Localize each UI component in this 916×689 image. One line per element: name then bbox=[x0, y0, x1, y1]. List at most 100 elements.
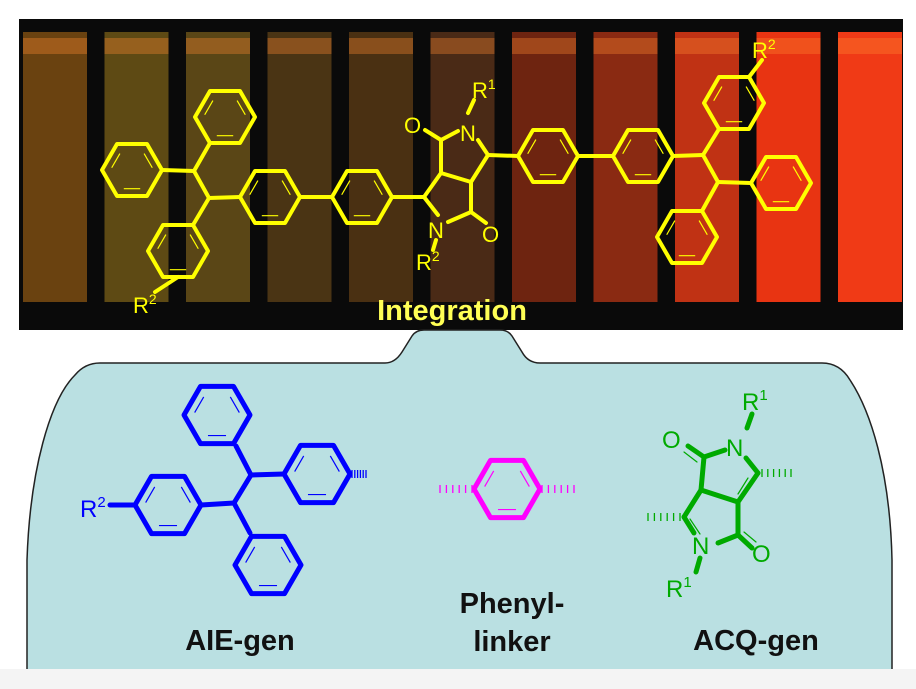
aie-gen-structure bbox=[107, 383, 367, 597]
aromatic-inner-bond bbox=[519, 470, 530, 487]
vial-meniscus bbox=[512, 38, 576, 54]
aie-gen-caption: AIE-gen bbox=[185, 625, 295, 657]
acq-r1-top-label: R1 bbox=[742, 387, 768, 416]
vial bbox=[593, 32, 658, 302]
bond bbox=[701, 447, 728, 460]
bond bbox=[685, 443, 707, 460]
bond bbox=[700, 180, 720, 213]
vial bbox=[756, 32, 821, 302]
block-captions: AIE-gen Phenyl- linker ACQ-gen bbox=[185, 588, 819, 658]
benzene-ring bbox=[232, 533, 304, 597]
aromatic-inner-bond bbox=[145, 486, 156, 503]
vial-meniscus bbox=[593, 38, 658, 54]
r2-right-label: R2 bbox=[752, 36, 776, 63]
bond bbox=[743, 531, 757, 543]
acq-gen-caption: ACQ-gen bbox=[693, 625, 819, 657]
vial-meniscus bbox=[104, 38, 169, 54]
acq-n-bottom-label: N bbox=[692, 533, 709, 560]
bond bbox=[466, 98, 476, 115]
bond bbox=[743, 455, 761, 476]
aromatic-inner-bond bbox=[294, 455, 305, 472]
bond bbox=[476, 138, 490, 157]
vial bbox=[512, 32, 576, 302]
aromatic-inner-bond bbox=[111, 153, 121, 169]
bond bbox=[233, 443, 254, 478]
bond bbox=[698, 487, 741, 505]
vial-meniscus bbox=[756, 38, 821, 54]
phenyl-linker-structure bbox=[439, 457, 575, 521]
acq-r1-bottom-label: R1 bbox=[666, 574, 692, 603]
bottom-atom-labels: R2 R1 N O N O R1 bbox=[80, 387, 771, 603]
bond bbox=[735, 532, 755, 551]
aromatic-inner-bond bbox=[329, 455, 340, 472]
bond bbox=[198, 500, 237, 508]
vial bbox=[104, 32, 169, 302]
aromatic-inner-bond bbox=[180, 486, 191, 503]
bond bbox=[693, 555, 703, 575]
bond bbox=[715, 532, 741, 546]
vial bbox=[349, 32, 413, 302]
bond bbox=[248, 471, 287, 478]
vial-meniscus bbox=[349, 38, 413, 54]
n-bottom-label: N bbox=[428, 218, 444, 243]
aromatic-inner-bond bbox=[194, 396, 205, 413]
bond bbox=[439, 129, 460, 142]
bond bbox=[192, 141, 212, 173]
bond bbox=[469, 153, 490, 184]
vial-meniscus bbox=[675, 38, 739, 54]
phenyl-linker-caption-line2: linker bbox=[473, 626, 550, 658]
bond bbox=[671, 153, 705, 158]
vial-meniscus bbox=[23, 38, 87, 54]
aromatic-inner-bond bbox=[698, 220, 708, 236]
vial bbox=[838, 32, 902, 302]
top-atom-labels: R2 R1 N O N O R2 R2 bbox=[133, 36, 776, 318]
vial-meniscus bbox=[430, 38, 495, 54]
bottom-strip bbox=[0, 669, 916, 689]
vial-meniscus bbox=[267, 38, 332, 54]
vial-meniscus bbox=[838, 38, 902, 54]
phenyl-linker-caption-line1: Phenyl- bbox=[460, 588, 565, 620]
acq-n-top-label: N bbox=[726, 435, 743, 462]
bond bbox=[439, 171, 473, 184]
bond bbox=[689, 518, 701, 535]
aromatic-inner-bond bbox=[189, 234, 199, 250]
bond bbox=[469, 210, 488, 225]
bond bbox=[191, 196, 211, 227]
aromatic-inner-bond bbox=[143, 153, 153, 169]
photo-panel: R2 R1 N O N O R2 R2 Integration bbox=[19, 19, 903, 330]
r2-mid-label: R2 bbox=[416, 248, 440, 275]
bond bbox=[701, 153, 720, 184]
r2-left-label: R2 bbox=[133, 291, 157, 318]
bond bbox=[716, 180, 753, 185]
n-top-label: N bbox=[460, 121, 476, 146]
acq-gen-structure bbox=[647, 411, 792, 575]
aromatic-inner-bond bbox=[280, 546, 291, 563]
benzene-ring bbox=[100, 142, 164, 198]
vial-row bbox=[23, 32, 902, 302]
aromatic-inner-bond bbox=[245, 546, 256, 563]
r1-top-label: R1 bbox=[472, 76, 496, 103]
aie-r2-label: R2 bbox=[80, 494, 106, 523]
aromatic-inner-bond bbox=[527, 139, 537, 155]
bond bbox=[231, 500, 253, 536]
aromatic-inner-bond bbox=[341, 180, 351, 196]
vial bbox=[267, 32, 332, 302]
aromatic-inner-bond bbox=[484, 470, 495, 487]
aromatic-inner-bond bbox=[373, 180, 383, 196]
acq-o-top-label: O bbox=[662, 427, 681, 454]
bond bbox=[153, 275, 180, 294]
bond bbox=[747, 58, 764, 79]
bond bbox=[683, 451, 698, 463]
integrated-molecule bbox=[100, 58, 813, 294]
aromatic-inner-bond bbox=[760, 166, 770, 182]
bond bbox=[422, 171, 443, 199]
bond bbox=[735, 470, 761, 505]
bond bbox=[698, 454, 707, 493]
o-top-label: O bbox=[404, 113, 421, 138]
bond bbox=[160, 168, 196, 173]
bond bbox=[207, 195, 242, 200]
vial-meniscus bbox=[186, 38, 250, 54]
aromatic-inner-bond bbox=[713, 86, 723, 102]
aromatic-inner-bond bbox=[559, 139, 569, 155]
